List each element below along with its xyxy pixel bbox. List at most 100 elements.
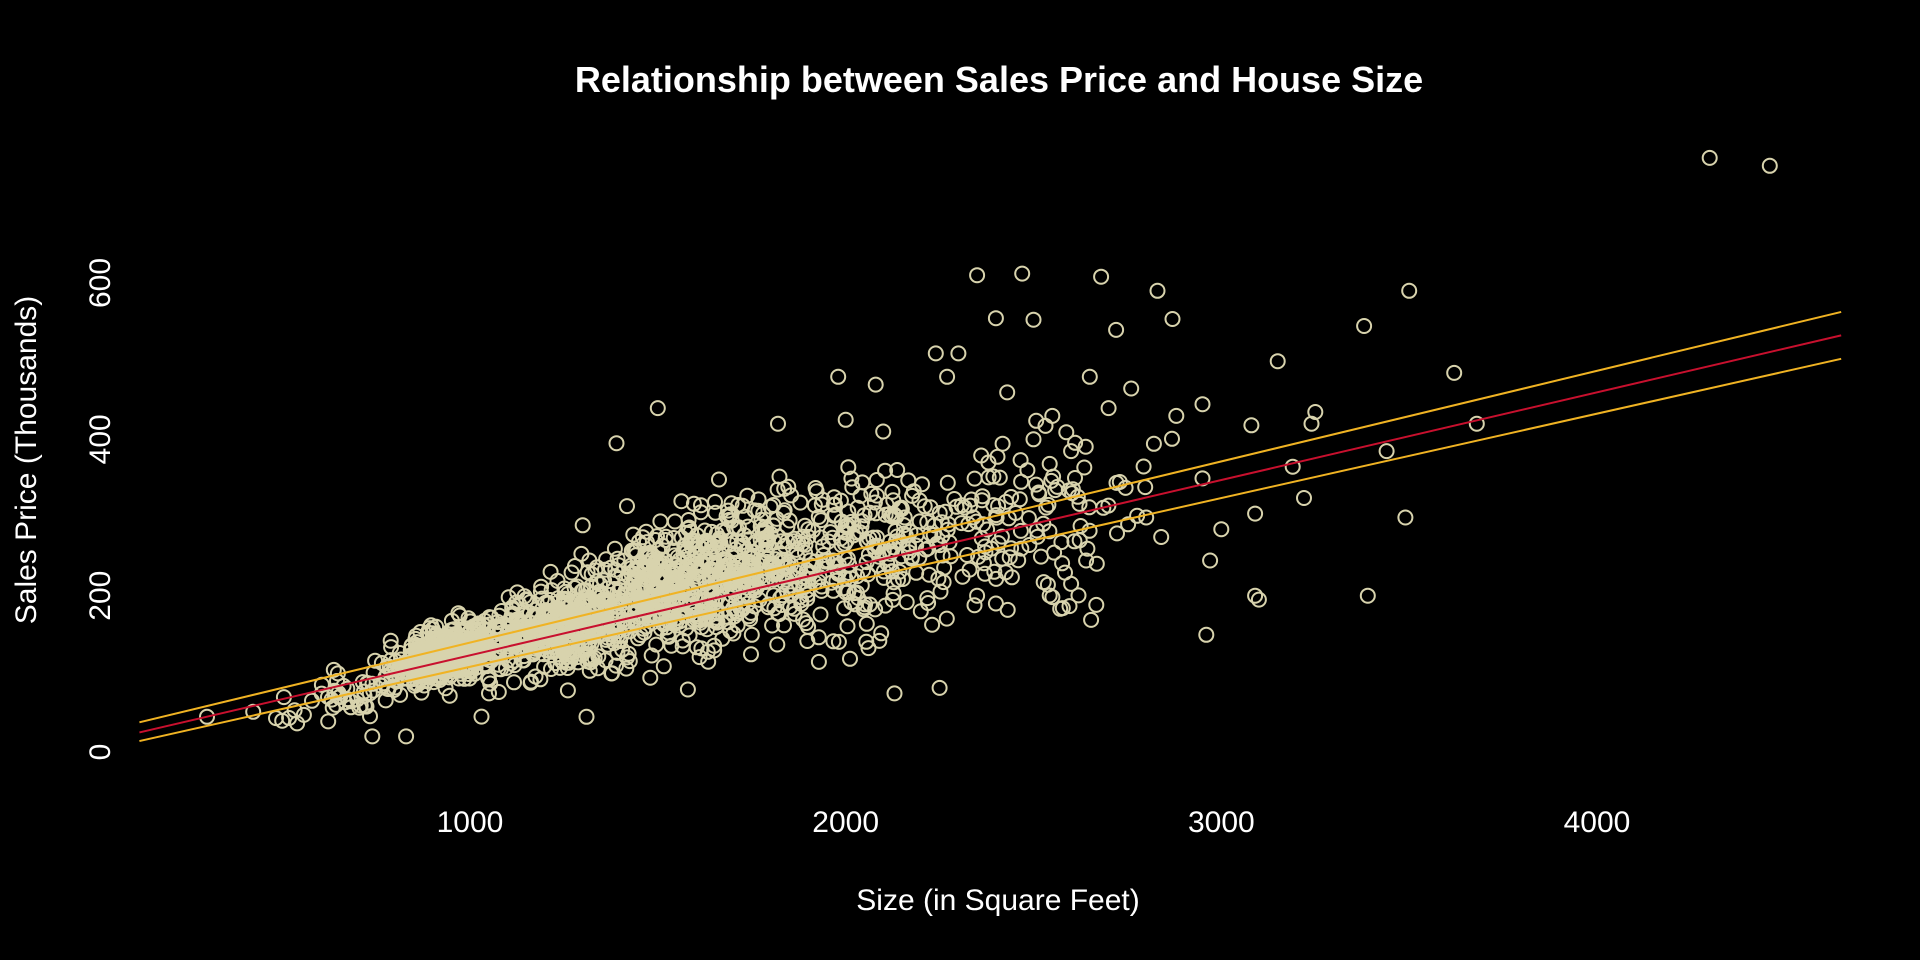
- scatter-point: [320, 713, 337, 730]
- scatter-point: [364, 728, 381, 745]
- scatter-point: [1135, 458, 1152, 475]
- scatter-point: [604, 665, 620, 682]
- scatter-point: [531, 617, 548, 634]
- scatter-point: [1137, 479, 1154, 496]
- scatter-point: [1000, 510, 1017, 527]
- scatter-point: [1044, 407, 1061, 424]
- scatter-point: [861, 596, 878, 613]
- scatter-point: [901, 540, 918, 557]
- scatter-point: [842, 650, 858, 667]
- scatter-point: [1077, 438, 1094, 455]
- scatter-point: [839, 618, 856, 635]
- scatter-point: [975, 555, 992, 572]
- scatter-point: [921, 566, 938, 583]
- x-axis-label: Size (in Square Feet): [856, 884, 1139, 917]
- scatter-point: [794, 535, 811, 552]
- scatter-point: [1061, 598, 1078, 615]
- scatter-point: [875, 423, 892, 440]
- scatter-point: [1001, 549, 1018, 566]
- scatter-point: [1243, 417, 1260, 434]
- scatter-point: [702, 554, 719, 570]
- scatter-point: [1076, 459, 1093, 476]
- scatter-point: [643, 647, 660, 664]
- scatter-point: [950, 345, 967, 362]
- scatter-point: [1100, 400, 1117, 417]
- scatter-point: [1054, 600, 1071, 617]
- y-axis-label: Sales Price (Thousands): [10, 296, 43, 624]
- scatter-point: [481, 685, 497, 702]
- scatter-point: [1066, 533, 1083, 550]
- scatter-point: [959, 547, 976, 563]
- scatter-point: [691, 611, 708, 628]
- y-tick-label: 0: [84, 744, 117, 761]
- scatter-point: [473, 708, 490, 725]
- scatter-point: [840, 503, 857, 520]
- scatter-point: [765, 517, 782, 534]
- scatter-point: [693, 497, 709, 514]
- scatter-point: [609, 584, 626, 600]
- scatter-point: [332, 688, 349, 705]
- scatter-point: [858, 615, 875, 632]
- scatter-point: [927, 345, 944, 362]
- scatter-point: [559, 682, 576, 699]
- scatter-point: [966, 597, 983, 614]
- scatter-point: [691, 649, 708, 666]
- scatter-point: [966, 470, 983, 487]
- scatter-point: [1284, 458, 1301, 475]
- scatter-point: [1033, 548, 1049, 565]
- scatter-point: [810, 629, 827, 646]
- scatter-point: [797, 544, 813, 561]
- scatter-point: [990, 535, 1007, 552]
- scatter-point: [559, 660, 576, 676]
- scatter-point: [615, 606, 632, 623]
- scatter-point: [822, 524, 839, 541]
- scatter-point: [1202, 552, 1219, 569]
- scatter-point: [836, 600, 853, 617]
- scatter-point: [1701, 149, 1718, 166]
- regression-lines: [139, 310, 1842, 743]
- scatter-point: [1012, 522, 1029, 539]
- scatter-point: [647, 532, 664, 548]
- scatter-point: [1044, 589, 1061, 606]
- scatter-point: [1111, 474, 1128, 490]
- scatter-point: [840, 459, 857, 476]
- scatter-point: [599, 636, 616, 653]
- scatter-point: [666, 513, 683, 530]
- scatter-point: [533, 578, 550, 595]
- scatter-point: [764, 556, 781, 573]
- scatter-point: [740, 587, 756, 604]
- scatter-point: [830, 368, 847, 385]
- scatter-point: [679, 681, 696, 698]
- scatter-point: [924, 616, 941, 633]
- scatter-point: [245, 703, 262, 720]
- scatter-point: [786, 600, 803, 617]
- scatter-point: [1010, 552, 1027, 569]
- scatter-point: [994, 435, 1011, 452]
- scatter-point: [1120, 516, 1137, 533]
- scatter-point: [524, 645, 541, 662]
- scatter-point: [578, 708, 595, 725]
- scatter-point: [954, 568, 971, 585]
- scatter-point: [636, 578, 653, 595]
- scatter-point: [760, 537, 777, 554]
- scatter-point: [908, 527, 925, 543]
- scatter-point: [1067, 470, 1083, 486]
- scatter-point: [939, 474, 956, 491]
- scatter-point: [885, 585, 902, 602]
- scatter-point: [382, 632, 399, 649]
- scatter-point: [608, 435, 625, 452]
- scatter-point: [498, 630, 514, 647]
- scatter-point: [620, 568, 637, 585]
- scatter-point: [632, 556, 649, 573]
- scatter-point: [778, 582, 795, 599]
- scatter-point: [542, 563, 559, 580]
- scatter-point: [655, 555, 672, 572]
- scatter-point: [969, 587, 986, 604]
- scatter-point: [898, 594, 915, 611]
- scatter-point: [706, 535, 723, 552]
- scatter-point: [1054, 555, 1071, 572]
- scatter-point: [711, 530, 728, 547]
- scatter-point: [1761, 157, 1778, 174]
- scatter-point: [689, 564, 706, 581]
- scatter-point: [653, 620, 669, 637]
